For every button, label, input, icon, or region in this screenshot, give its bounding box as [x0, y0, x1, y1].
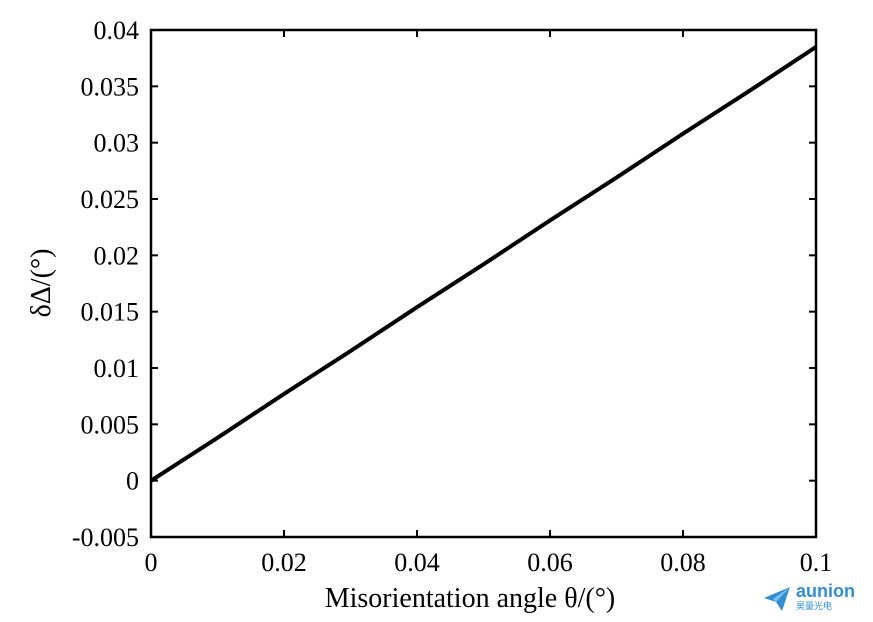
x-tick-label: 0.06 [527, 548, 573, 577]
y-axis-label: δΔ/(°) [26, 249, 57, 318]
x-tick-label: 0.08 [660, 548, 706, 577]
x-tick-label: 0 [145, 548, 158, 577]
x-tick-label: 0.04 [394, 548, 440, 577]
y-axis-ticks: -0.005 0 0.005 0.01 0.015 0.02 0.025 0.03 0.035 0… [72, 16, 816, 552]
series-group [149, 45, 818, 483]
y-tick-label: -0.005 [72, 523, 139, 552]
x-tick-label: 0.1 [800, 548, 833, 577]
series-line [149, 45, 818, 483]
y-tick-label: 0.02 [94, 241, 140, 270]
y-tick-label: 0.015 [81, 298, 140, 327]
x-axis-label: Misorientation angle θ/(°) [325, 583, 616, 614]
x-axis-ticks: 0 0.02 0.04 0.06 0.08 0.1 [145, 30, 833, 577]
y-tick-label: 0.01 [94, 354, 140, 383]
brand-watermark: aunion 昊量光电 [762, 580, 872, 620]
y-tick-label: 0.03 [94, 129, 140, 158]
y-tick-label: 0 [126, 467, 139, 496]
watermark-text: aunion [796, 581, 855, 601]
y-tick-label: 0.04 [94, 16, 140, 45]
y-tick-label: 0.035 [81, 72, 140, 101]
y-tick-label: 0.025 [81, 185, 140, 214]
y-tick-label: 0.005 [81, 410, 140, 439]
paper-plane-icon [764, 587, 790, 611]
watermark-subtext: 昊量光电 [796, 602, 833, 612]
plot-frame [149, 28, 818, 539]
x-tick-label: 0.02 [261, 548, 307, 577]
